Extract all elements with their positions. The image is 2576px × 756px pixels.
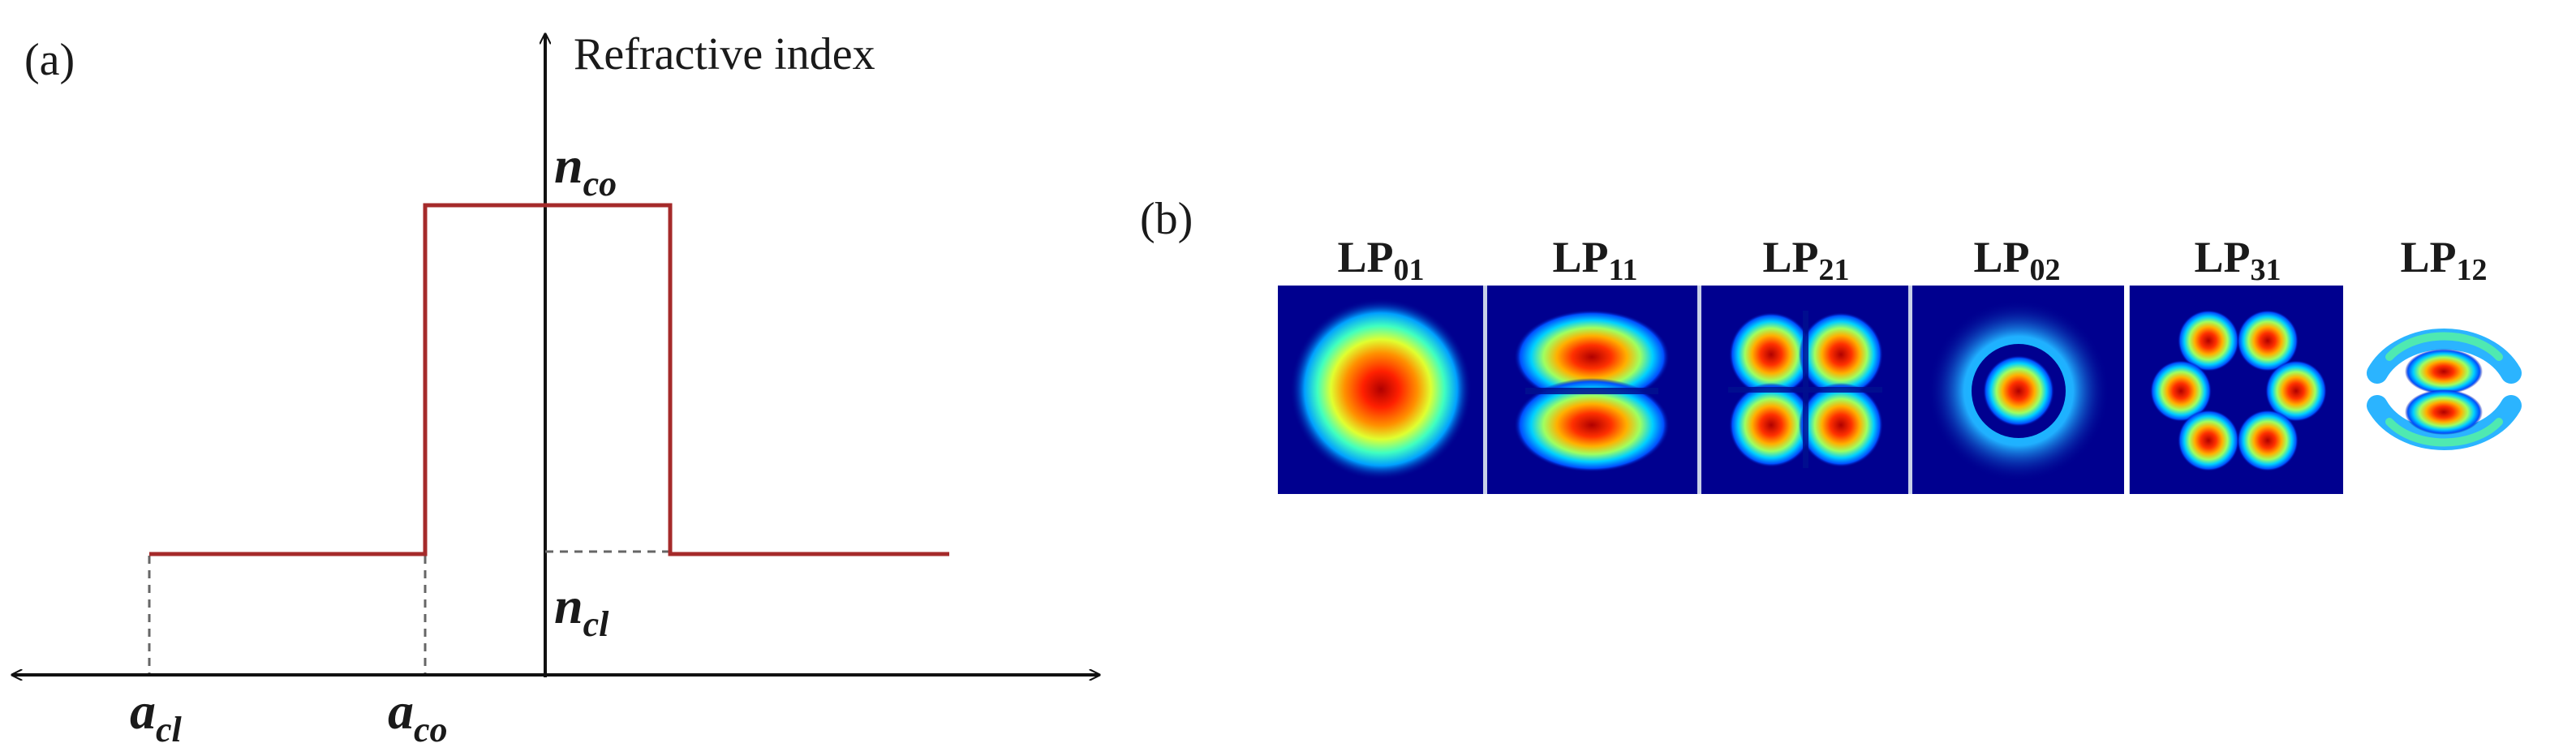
- core-radius-label: aco: [388, 682, 448, 750]
- cladding-radius-label: acl: [130, 682, 183, 750]
- strip-gap: [2124, 286, 2129, 494]
- mode-image-lp11: [1514, 310, 1670, 472]
- lp-mode-profiles-panel: (b) LP01 LP11 LP21 LP02 LP31 LP12: [1140, 194, 2522, 494]
- mode-title-lp11: LP11: [1553, 233, 1638, 287]
- mode-image-lp31: [2150, 310, 2327, 471]
- step-index-profile: [149, 203, 949, 556]
- mode-title-lp21: LP21: [1762, 233, 1849, 287]
- cladding-index-label: ncl: [554, 577, 609, 644]
- mode-title-lp12: LP12: [2400, 233, 2487, 287]
- mode-image-lp12: [2367, 329, 2522, 450]
- mode-title-lp31: LP31: [2194, 233, 2281, 287]
- mode-image-lp21: [1728, 311, 1883, 468]
- refractive-index-profile-panel: (a) Refractive index nco ncl acl aco: [12, 29, 1099, 750]
- mode-image-lp01: [1290, 299, 1472, 480]
- y-axis-title: Refractive index: [574, 29, 875, 79]
- mode-titles: LP01 LP11 LP21 LP02 LP31 LP12: [1337, 233, 2487, 287]
- panel-b-label: (b): [1140, 194, 1193, 244]
- mode-image-lp02: [1928, 300, 2109, 482]
- mode-title-lp02: LP02: [1973, 233, 2060, 287]
- core-index-label: nco: [554, 136, 617, 204]
- panel-a-label: (a): [24, 35, 75, 85]
- mode-title-lp01: LP01: [1337, 233, 1424, 287]
